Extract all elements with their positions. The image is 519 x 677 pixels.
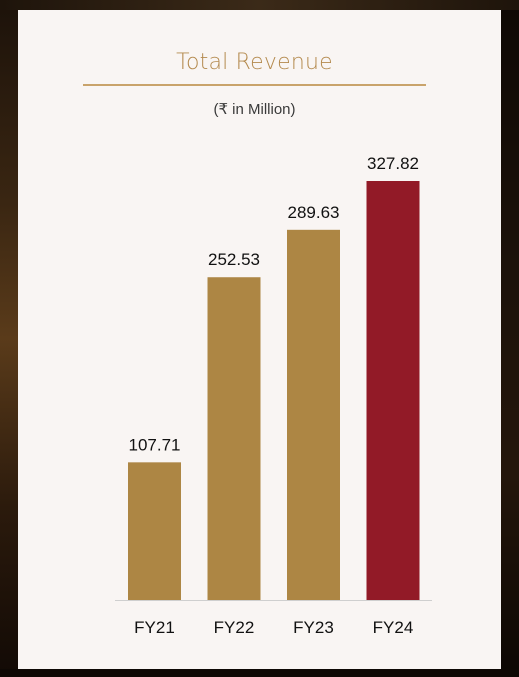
- category-label-group: FY21 FY22 FY23 FY24: [134, 618, 413, 637]
- value-label-fy21: 107.71: [129, 435, 181, 454]
- category-label-fy21: FY21: [134, 618, 175, 637]
- bar-fy23: [287, 229, 340, 600]
- background-right-edge: [501, 0, 519, 677]
- value-label-fy23: 289.63: [288, 203, 340, 222]
- bar-group: [128, 181, 420, 600]
- title-underline: [83, 84, 426, 86]
- value-label-fy22: 252.53: [208, 250, 260, 269]
- bar-fy22: [207, 277, 261, 600]
- value-label-group: 107.71 252.53 289.63 327.82: [129, 154, 420, 454]
- bar-fy21: [128, 462, 181, 600]
- category-label-fy24: FY24: [373, 618, 414, 637]
- value-label-fy24: 327.82: [367, 154, 419, 173]
- background-bottom-edge: [0, 669, 519, 677]
- category-label-fy22: FY22: [214, 618, 255, 637]
- background-left-edge: [0, 0, 18, 677]
- chart-title: Total Revenue: [176, 50, 333, 75]
- background-top-edge: [0, 0, 519, 10]
- bar-fy24: [366, 181, 420, 600]
- category-label-fy23: FY23: [293, 618, 334, 637]
- chart-subtitle: (₹ in Million): [213, 101, 296, 118]
